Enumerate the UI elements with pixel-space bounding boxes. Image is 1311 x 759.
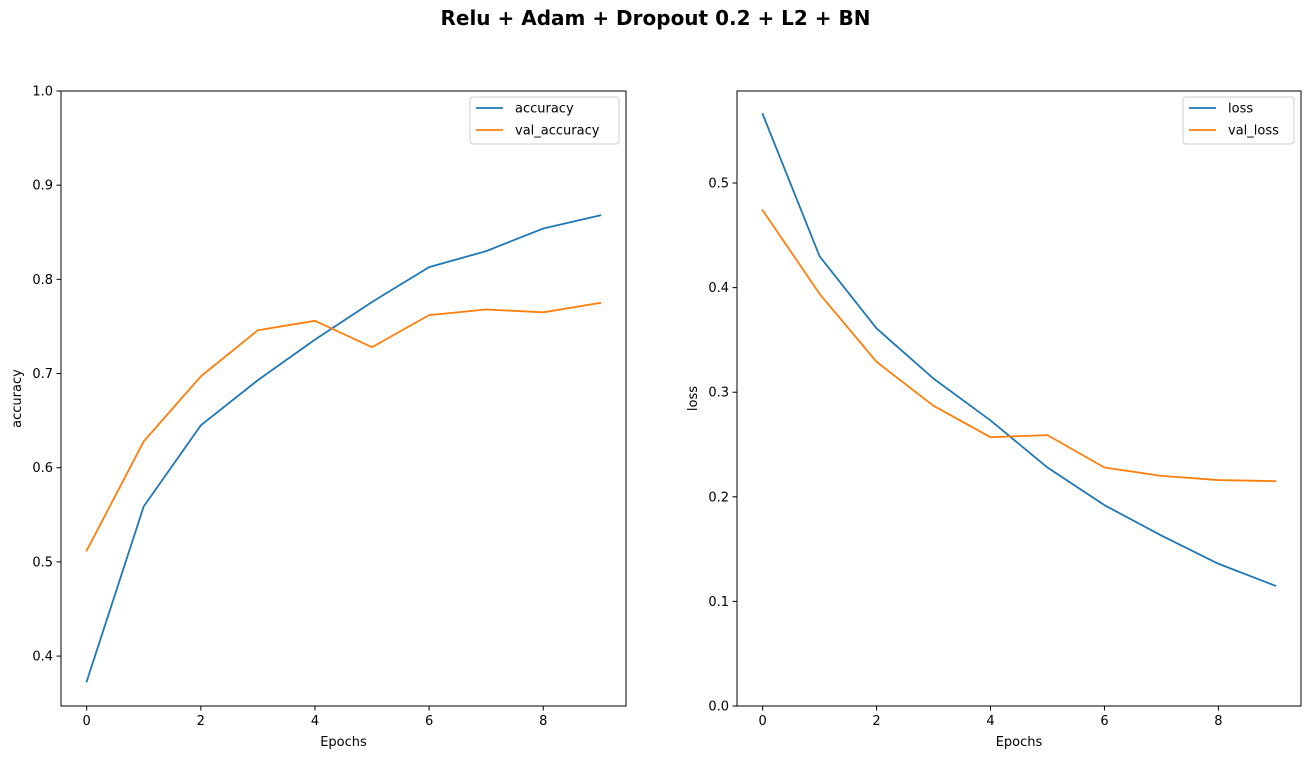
y-tick-label: 0.1 — [708, 595, 729, 610]
y-tick-label: 0.8 — [32, 273, 53, 288]
plot-frame — [736, 90, 1302, 707]
x-axis-label: Epochs — [320, 735, 367, 750]
x-tick-label: 0 — [83, 714, 91, 729]
x-axis-label: Epochs — [996, 735, 1043, 750]
x-tick-label: 8 — [539, 714, 547, 729]
legend-label-accuracy: accuracy — [515, 102, 574, 117]
y-tick-label: 0.0 — [708, 700, 729, 715]
x-tick-label: 2 — [872, 714, 880, 729]
series-line-val_accuracy — [85, 301, 602, 552]
y-tick-label: 0.7 — [32, 367, 53, 382]
series-line-loss — [761, 112, 1277, 587]
series-line-accuracy — [85, 214, 602, 683]
y-tick-label: 0.5 — [32, 555, 53, 570]
legend: loss val_loss — [1182, 96, 1295, 145]
x-tick-label: 2 — [197, 714, 205, 729]
x-tick-label: 4 — [986, 714, 994, 729]
y-tick-label: 0.2 — [708, 490, 729, 505]
chart-1: 0 2 4 6 8 0.4 0.5 0.6 0.7 0.8 0.9 1.0 Epochs accuracy… — [10, 85, 627, 750]
y-tick-label: 0.5 — [708, 177, 729, 192]
x-tick-label: 0 — [758, 714, 766, 729]
y-tick-label: 1.0 — [32, 85, 53, 100]
y-tick-label: 0.4 — [708, 281, 729, 296]
figure-title: Relu + Adam + Dropout 0.2 + L2 + BN — [440, 6, 871, 30]
x-tick-label: 8 — [1214, 714, 1222, 729]
y-tick-label: 0.4 — [32, 650, 53, 665]
chart-2: 0 2 4 6 8 0.0 0.1 0.2 0.3 0.4 0.5 Epochs loss loss val… — [686, 90, 1302, 750]
legend-box — [469, 96, 620, 145]
legend-label-loss: loss — [1228, 102, 1253, 117]
y-tick-label: 0.6 — [32, 461, 53, 476]
legend-label-val_loss: val_loss — [1228, 124, 1279, 139]
plot-frame — [60, 90, 627, 707]
y-tick-label: 0.3 — [708, 386, 729, 401]
y-axis-label: loss — [686, 386, 701, 411]
legend-label-val_accuracy: val_accuracy — [515, 124, 600, 139]
x-tick-label: 6 — [1100, 714, 1108, 729]
y-axis-label: accuracy — [10, 369, 25, 428]
y-tick-label: 0.9 — [32, 179, 53, 194]
x-tick-label: 4 — [311, 714, 319, 729]
legend: accuracy val_accuracy — [469, 96, 620, 145]
x-tick-label: 6 — [425, 714, 433, 729]
series-line-val_loss — [761, 208, 1277, 483]
